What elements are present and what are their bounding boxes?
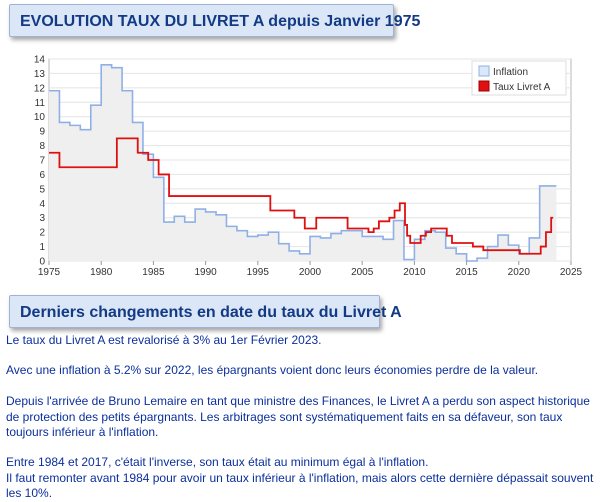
x-tick-label: 2005 bbox=[351, 267, 374, 278]
inflation-line bbox=[49, 63, 557, 262]
livret-a-line bbox=[49, 137, 554, 255]
y-tick-label: 13 bbox=[34, 69, 46, 80]
x-tick-label: 1985 bbox=[142, 267, 165, 278]
x-tick-label: 2015 bbox=[455, 267, 478, 278]
legend: Inflation Taux Livret A bbox=[471, 60, 567, 96]
y-tick-label: 9 bbox=[39, 127, 45, 138]
section-title-derniers-changements: Derniers changements en date du taux du … bbox=[9, 295, 402, 328]
y-tick-label: 0 bbox=[39, 257, 45, 268]
x-tick-label: 1975 bbox=[38, 267, 61, 278]
x-tick-label: 2025 bbox=[560, 267, 583, 278]
paragraph-revalorisation: Le taux du Livret A est revalorisé à 3% … bbox=[6, 333, 596, 349]
y-tick-label: 4 bbox=[39, 199, 45, 210]
y-tick-label: 11 bbox=[35, 98, 46, 109]
y-tick-label: 7 bbox=[39, 156, 45, 167]
text-line: de protection des petits épargnants. Les… bbox=[6, 409, 563, 424]
text-line: les 10%. bbox=[6, 486, 53, 500]
inflation-area bbox=[49, 64, 557, 262]
text-line: Il faut remonter avant 1984 pour avoir u… bbox=[6, 470, 594, 485]
y-tick-label: 14 bbox=[34, 55, 46, 66]
x-tick-label: 2020 bbox=[508, 267, 531, 278]
text-line: Avec une inflation à 5.2% sur 2022, les … bbox=[6, 363, 539, 377]
legend-swatch-inflation bbox=[478, 65, 490, 77]
text-line: Depuis l'arrivée de Bruno Lemaire en tan… bbox=[6, 394, 590, 408]
legend-label-inflation: Inflation bbox=[493, 67, 528, 78]
x-tick-label: 2010 bbox=[403, 267, 426, 278]
y-tick-label: 1 bbox=[39, 242, 45, 253]
y-tick-label: 5 bbox=[39, 184, 45, 195]
x-tick-label: 1995 bbox=[247, 267, 270, 278]
page-title: EVOLUTION TAUX DU LIVRET A depuis Janvie… bbox=[9, 4, 420, 37]
x-tick-label: 2000 bbox=[299, 267, 322, 278]
text-line: toujours inférieur à l'inflation. bbox=[6, 425, 159, 439]
y-tick-label: 3 bbox=[39, 213, 45, 224]
x-tick-label: 1980 bbox=[90, 267, 113, 278]
legend-swatch-livret-a bbox=[478, 80, 490, 92]
y-tick-label: 10 bbox=[34, 112, 46, 123]
x-axis-tick-labels: 1975 1980 1985 1990 1995 2000 2005 2010 2015 2020… bbox=[38, 261, 583, 278]
paragraph-lemaire: Depuis l'arrivée de Bruno Lemaire en tan… bbox=[6, 394, 596, 441]
y-tick-label: 2 bbox=[39, 228, 45, 239]
y-tick-label: 8 bbox=[39, 141, 45, 152]
paragraph-historique: Entre 1984 et 2017, c'était l'inverse, s… bbox=[6, 455, 596, 502]
x-tick-label: 1990 bbox=[194, 267, 217, 278]
legend-label-livret-a: Taux Livret A bbox=[493, 82, 551, 93]
text-line: Le taux du Livret A est revalorisé à 3% … bbox=[6, 333, 322, 347]
text-line: Entre 1984 et 2017, c'était l'inverse, s… bbox=[6, 455, 429, 469]
paragraph-inflation: Avec une inflation à 5.2% sur 2022, les … bbox=[6, 363, 596, 379]
y-tick-label: 12 bbox=[34, 83, 46, 94]
y-tick-label: 6 bbox=[39, 170, 45, 181]
